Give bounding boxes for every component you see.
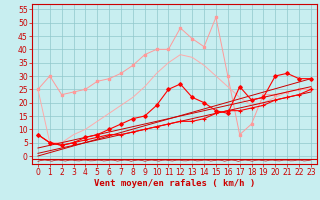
X-axis label: Vent moyen/en rafales ( km/h ): Vent moyen/en rafales ( km/h )	[94, 179, 255, 188]
